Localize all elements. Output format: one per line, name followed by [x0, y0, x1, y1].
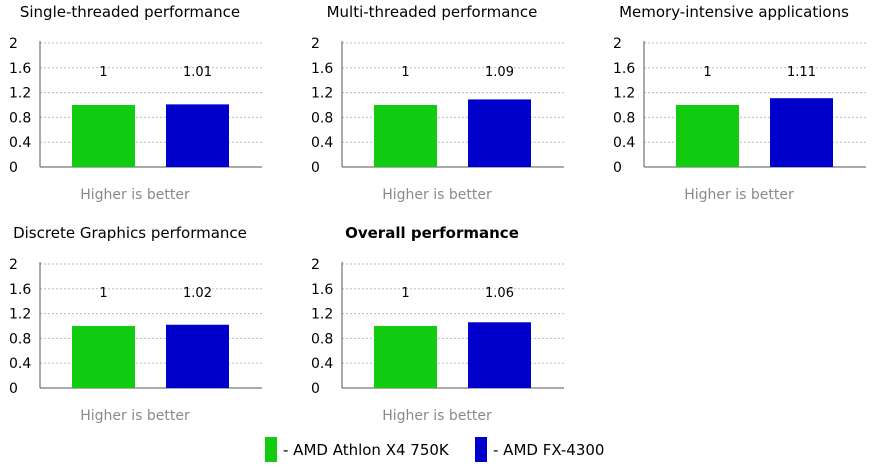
chart-footnote: Higher is better: [80, 408, 190, 424]
bar-fx4300: [468, 99, 531, 167]
bar-fx4300: [166, 104, 229, 167]
bar-athlon: [72, 326, 135, 388]
data-label: 1.02: [183, 286, 212, 301]
data-label: 1: [703, 65, 711, 80]
chart-footnote: Higher is better: [684, 187, 794, 203]
y-tick-label: 0.8: [311, 110, 333, 126]
bar-chart-single-threaded: 0 0.4 0.8 1.2 1.6 2 1 1.01: [9, 36, 262, 176]
legend-swatch-fx4300: [475, 437, 487, 462]
data-label: 1: [401, 65, 409, 80]
chart-title: Overall performance: [345, 224, 519, 242]
y-tick-label: 0.8: [613, 110, 635, 126]
y-tick-label: 2: [613, 36, 622, 52]
y-tick-label: 0: [9, 381, 18, 397]
data-label: 1.01: [183, 65, 212, 80]
chart-panel-single-threaded: Single-threaded performance 0 0.4 0.8 1.2 1.…: [0, 3, 262, 203]
data-label: 1.06: [485, 286, 514, 301]
y-tick-label: 1.2: [311, 307, 333, 323]
y-tick-label: 1.2: [9, 307, 31, 323]
y-tick-label: 0.8: [9, 110, 31, 126]
chart-panel-multi-threaded: Multi-threaded performance 0 0.4 0.8 1.2 1.6…: [302, 3, 564, 203]
data-label: 1.09: [485, 65, 514, 80]
chart-title: Discrete Graphics performance: [13, 224, 247, 242]
chart-panel-discrete-graphics: Discrete Graphics performance 0 0.4 0.8 1.2…: [0, 224, 262, 424]
legend-swatch-athlon: [265, 437, 277, 462]
data-label: 1: [99, 286, 107, 301]
chart-panel-memory-intensive: Memory-intensive applications 0 0.4 0.8 1.2…: [604, 3, 866, 203]
y-tick-label: 0: [311, 381, 320, 397]
data-label: 1.11: [787, 65, 816, 80]
y-tick-label: 1.2: [613, 86, 635, 102]
data-label: 1: [401, 286, 409, 301]
bar-athlon: [374, 326, 437, 388]
y-tick-label: 0.4: [613, 135, 635, 151]
y-tick-label: 1.6: [311, 282, 333, 298]
bar-fx4300: [166, 324, 229, 388]
chart-title: Single-threaded performance: [19, 3, 241, 21]
chart-footnote: Higher is better: [80, 187, 190, 203]
y-tick-label: 0: [311, 160, 320, 176]
chart-title: Multi-threaded performance: [326, 3, 538, 21]
data-label: 1: [99, 65, 107, 80]
y-tick-label: 1.6: [311, 61, 333, 77]
legend-label-athlon: - AMD Athlon X4 750K: [283, 441, 449, 459]
bar-fx4300: [770, 98, 833, 167]
chart-footnote: Higher is better: [382, 408, 492, 424]
y-tick-label: 2: [9, 36, 18, 52]
bar-athlon: [676, 105, 739, 167]
y-tick-label: 0: [613, 160, 622, 176]
y-tick-label: 0.8: [9, 331, 31, 347]
bar-athlon: [72, 105, 135, 167]
y-tick-label: 0.4: [9, 356, 31, 372]
chart-footnote: Higher is better: [382, 187, 492, 203]
bar-chart-overall: 0 0.4 0.8 1.2 1.6 2 1 1.06: [311, 257, 564, 397]
y-tick-label: 1.6: [613, 61, 635, 77]
y-tick-label: 2: [9, 257, 18, 273]
y-tick-label: 1.2: [9, 86, 31, 102]
bar-fx4300: [468, 322, 531, 388]
y-tick-label: 2: [311, 36, 320, 52]
legend-label-fx4300: - AMD FX-4300: [493, 441, 605, 459]
bar-athlon: [374, 105, 437, 167]
y-tick-label: 0.4: [9, 135, 31, 151]
chart-panel-overall: Overall performance 0 0.4 0.8 1.2 1.6 2 1 1.06 …: [302, 224, 564, 424]
bar-chart-memory-intensive: 0 0.4 0.8 1.2 1.6 2 1 1.11: [613, 36, 866, 176]
y-tick-label: 1.6: [9, 61, 31, 77]
y-tick-label: 2: [311, 257, 320, 273]
y-tick-label: 1.6: [9, 282, 31, 298]
y-tick-label: 1.2: [311, 86, 333, 102]
bar-chart-multi-threaded: 0 0.4 0.8 1.2 1.6 2 1 1.09: [311, 36, 564, 176]
y-tick-label: 0: [9, 160, 18, 176]
y-tick-label: 0.4: [311, 356, 333, 372]
chart-title: Memory-intensive applications: [619, 3, 849, 21]
y-tick-label: 0.4: [311, 135, 333, 151]
bar-chart-discrete-graphics: 0 0.4 0.8 1.2 1.6 2 1 1.02: [9, 257, 262, 397]
y-tick-label: 0.8: [311, 331, 333, 347]
